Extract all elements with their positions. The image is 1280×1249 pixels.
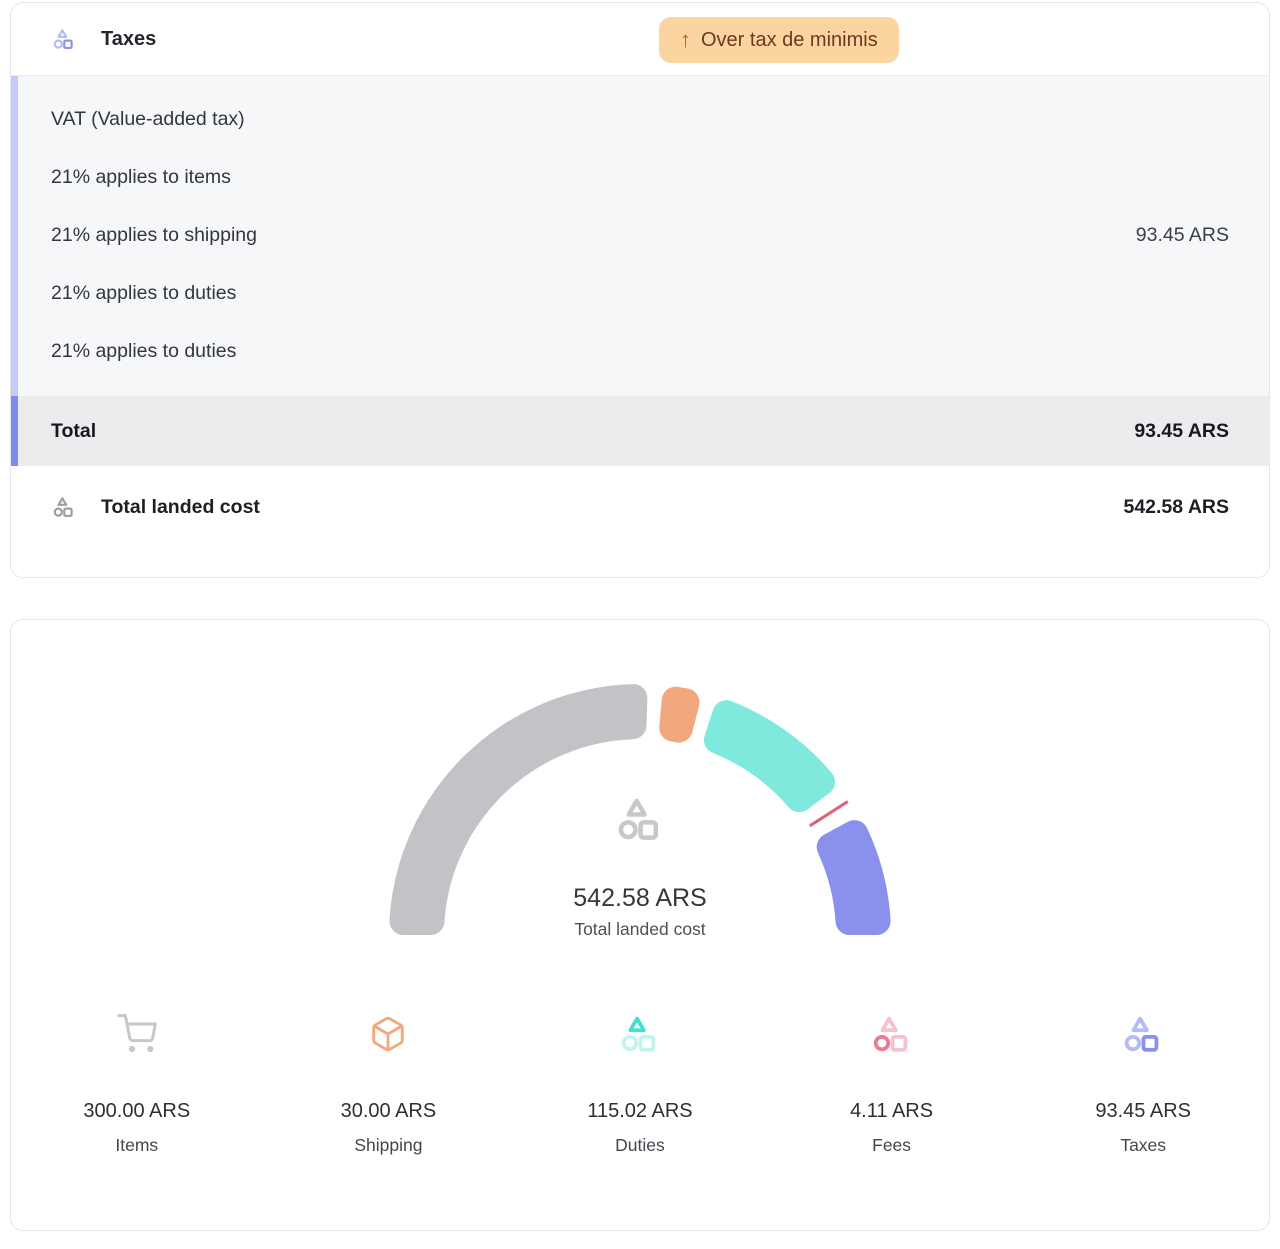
breakdown-row: 21% applies to shipping 93.45 ARS (51, 206, 1229, 264)
total-value: 93.45 ARS (1134, 419, 1229, 442)
row-label: 21% applies to shipping (51, 223, 257, 246)
package-icon (372, 1016, 405, 1052)
gauge-segment-items (389, 684, 648, 936)
gauge-arc (389, 684, 891, 936)
taxes-card: Taxes ↑ Over tax de minimis VAT (Value-a… (10, 2, 1270, 578)
landed-cost-chart-card: 542.58 ARS Total landed cost 300.00 ARS … (10, 619, 1270, 1231)
over-de-minimis-badge: ↑ Over tax de minimis (659, 17, 899, 63)
gauge-segment-taxes (816, 820, 891, 936)
total-label: Total (51, 419, 97, 442)
breakdown-row: VAT (Value-added tax) (51, 90, 1229, 148)
breakdown-row: 21% applies to duties (51, 264, 1229, 322)
row-value: 93.45 ARS (1135, 223, 1229, 246)
legend-value: 115.02 ARS (587, 1100, 693, 1122)
total-landed-cost-value: 542.58 ARS (1123, 495, 1229, 518)
legend-value: 30.00 ARS (340, 1100, 437, 1122)
legend-value: 93.45 ARS (1095, 1100, 1191, 1122)
card-title: Taxes (101, 27, 157, 50)
logo-taxes-icon (1124, 1016, 1159, 1052)
arrow-up-icon: ↑ (680, 27, 691, 52)
logo-fees-icon (873, 1016, 907, 1052)
row-label: VAT (Value-added tax) (51, 107, 245, 130)
cart-icon (116, 1014, 157, 1053)
brand-logo-gray-icon (53, 497, 73, 518)
legend-label: Shipping (354, 1135, 423, 1155)
legend-item-fees: 4.11 ARS Fees (766, 1011, 1018, 1157)
row-label: 21% applies to items (51, 165, 231, 188)
gauge-segment-shipping (659, 686, 700, 743)
legend-label: Fees (872, 1135, 912, 1155)
legend-value: 4.11 ARS (850, 1100, 934, 1122)
total-landed-cost-label: Total landed cost (101, 495, 260, 518)
gauge-chart: 542.58 ARS Total landed cost (11, 620, 1269, 970)
gauge-segment-duties (703, 700, 836, 813)
cost-legend: 300.00 ARS Items 30.00 ARS Shipping (11, 1011, 1269, 1157)
taxes-card-header: Taxes ↑ Over tax de minimis (11, 3, 1269, 76)
breakdown-row: 21% applies to duties (51, 322, 1229, 380)
gauge-segment-fees (809, 800, 849, 828)
breakdown-row: 21% applies to items (51, 148, 1229, 206)
row-label: 21% applies to duties (51, 339, 237, 362)
legend-item-shipping: 30.00 ARS Shipping (263, 1011, 515, 1157)
logo-duties-icon (621, 1016, 656, 1052)
brand-logo-icon (53, 29, 73, 50)
legend-label: Items (115, 1135, 159, 1155)
badge-text: Over tax de minimis (701, 28, 878, 51)
legend-label: Taxes (1120, 1135, 1167, 1155)
legend-value: 300.00 ARS (83, 1100, 191, 1122)
legend-item-duties: 115.02 ARS Duties (514, 1011, 766, 1157)
tax-total-row: Total 93.45 ARS (11, 396, 1269, 466)
legend-item-items: 300.00 ARS Items (11, 1011, 263, 1157)
legend-item-taxes: 93.45 ARS Taxes (1017, 1011, 1269, 1157)
legend-label: Duties (615, 1135, 665, 1155)
tax-breakdown-section: VAT (Value-added tax) 21% applies to ite… (11, 76, 1269, 396)
row-label: 21% applies to duties (51, 281, 237, 304)
total-landed-cost-row: Total landed cost 542.58 ARS (11, 466, 1269, 577)
